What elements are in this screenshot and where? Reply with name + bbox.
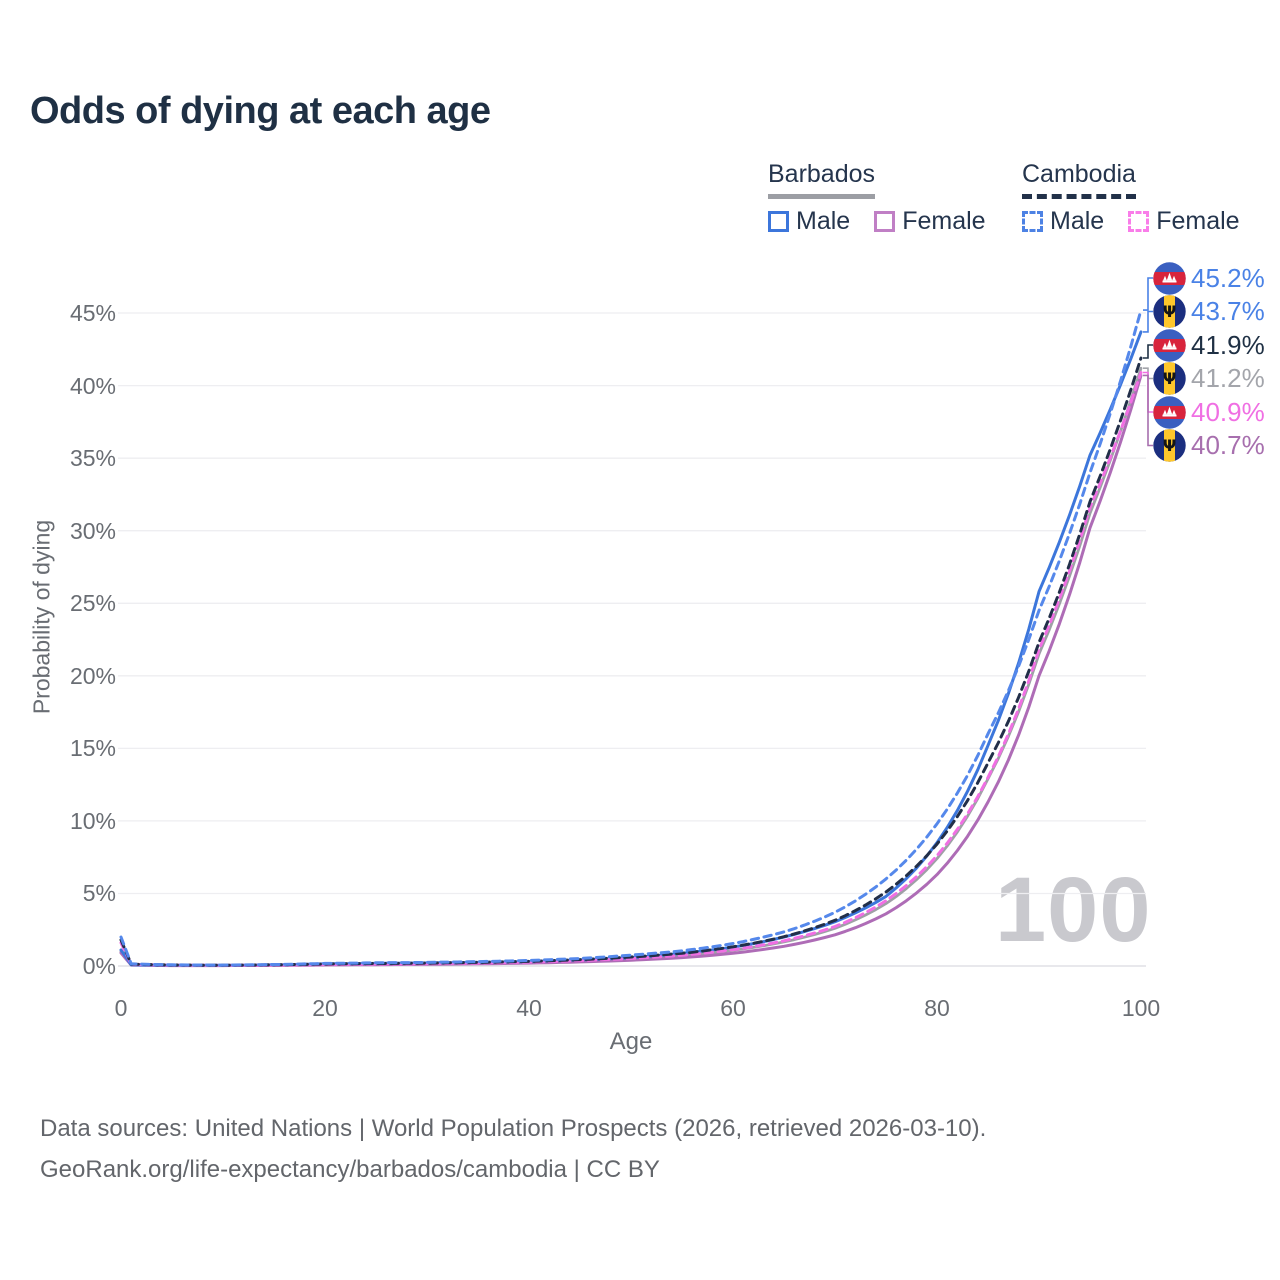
- footer: Data sources: United Nations | World Pop…: [40, 1108, 986, 1190]
- legend-item-label: Female: [902, 207, 986, 235]
- end-label-row-cambodia_female: 40.9%: [1153, 395, 1265, 429]
- legend-swatch-icon: [768, 211, 789, 232]
- chart-title: Odds of dying at each age: [30, 90, 491, 132]
- end-label-value: 41.9%: [1191, 329, 1265, 360]
- y-tick-label: 20%: [69, 662, 116, 689]
- series-line-barbados_female[interactable]: [119, 373, 1143, 968]
- legend-item-barbados-female[interactable]: Female: [874, 207, 986, 236]
- x-axis-title-text: Age: [609, 1028, 653, 1055]
- cambodia-flag-icon: [1153, 261, 1186, 295]
- y-tick-label: 40%: [69, 372, 116, 399]
- x-tick-label: 80: [924, 995, 950, 1021]
- legend-country-barbados[interactable]: Barbados: [768, 160, 876, 199]
- barbados-flag-icon: Ψ: [1153, 429, 1186, 462]
- legend-item-barbados-male[interactable]: Male: [768, 207, 850, 236]
- legend-item-label: Female: [1156, 207, 1240, 235]
- y-tick-label: 35%: [69, 445, 116, 472]
- series-line-cambodia_total[interactable]: [119, 356, 1143, 967]
- end-label-row-cambodia_male: 45.2%: [1153, 261, 1265, 295]
- end-label-value: 43.7%: [1191, 296, 1265, 326]
- y-tick-label: 10%: [69, 807, 116, 834]
- end-label-value: 40.9%: [1191, 396, 1265, 427]
- end-label-value: 45.2%: [1191, 262, 1265, 293]
- x-tick-label: 100: [1121, 995, 1161, 1021]
- legend-swatch-icon: [874, 211, 896, 232]
- y-tick-label: 30%: [69, 517, 116, 544]
- end-label-connector-cambodia_total: [1143, 344, 1153, 359]
- svg-text:Ψ: Ψ: [1163, 436, 1177, 455]
- cambodia-flag-icon: [1153, 395, 1186, 429]
- y-tick-label: 5%: [82, 880, 116, 907]
- legend-group-cambodia: Cambodia Male Female: [1022, 160, 1240, 236]
- end-label-connector-barbados_male: [1143, 310, 1153, 333]
- legend-swatch-icon: [1022, 211, 1043, 232]
- series-line-cambodia_male[interactable]: [119, 308, 1143, 967]
- svg-text:Ψ: Ψ: [1163, 369, 1177, 388]
- series-line-cambodia_female[interactable]: [119, 371, 1143, 967]
- y-axis-title-text: Probability of dying: [28, 519, 55, 715]
- y-tick-label: 0%: [82, 953, 116, 979]
- end-label-value: 40.7%: [1191, 430, 1265, 460]
- x-tick-label: 20: [312, 995, 338, 1021]
- legend-item-label: Male: [796, 207, 851, 235]
- legend-item-cambodia-male[interactable]: Male: [1022, 207, 1104, 236]
- y-tick-label: 45%: [69, 300, 116, 327]
- x-tick-label: 40: [516, 995, 542, 1021]
- end-label-row-barbados_female: Ψ 40.7%: [1153, 429, 1265, 463]
- end-label-value: 41.2%: [1191, 363, 1265, 393]
- x-tick-label: 60: [720, 995, 746, 1021]
- end-label-row-barbados_total: Ψ 41.2%: [1153, 362, 1265, 396]
- end-label-row-barbados_male: Ψ 43.7%: [1153, 295, 1265, 329]
- series-line-barbados_male[interactable]: [119, 330, 1143, 967]
- legend-country-cambodia[interactable]: Cambodia: [1022, 160, 1136, 199]
- end-label-connector-cambodia_male: [1143, 277, 1153, 311]
- end-label-row-cambodia_total: 41.9%: [1153, 328, 1265, 362]
- x-tick-label: 0: [114, 995, 128, 1021]
- end-label-connector-barbados_female: [1143, 374, 1153, 447]
- cambodia-flag-icon: [1153, 328, 1186, 362]
- age-counter-watermark: 100: [995, 859, 1152, 961]
- footer-source-line: Data sources: United Nations | World Pop…: [40, 1115, 987, 1142]
- barbados-flag-icon: Ψ: [1153, 362, 1186, 395]
- footer-url-line: GeoRank.org/life-expectancy/barbados/cam…: [40, 1156, 660, 1183]
- barbados-flag-icon: Ψ: [1153, 295, 1186, 328]
- legend-group-barbados: Barbados Male Female: [768, 160, 986, 236]
- legend-item-cambodia-female[interactable]: Female: [1128, 207, 1240, 236]
- svg-text:Ψ: Ψ: [1163, 302, 1177, 321]
- x-axis-title: Age: [551, 1028, 711, 1056]
- legend-swatch-icon: [1128, 211, 1150, 232]
- y-tick-label: 15%: [69, 735, 116, 762]
- y-axis-title: Probability of dying: [29, 520, 56, 714]
- y-tick-label: 25%: [69, 590, 116, 617]
- legend-item-label: Male: [1050, 207, 1105, 235]
- legend: Barbados Male Female Cambodia Male Female: [0, 160, 1280, 240]
